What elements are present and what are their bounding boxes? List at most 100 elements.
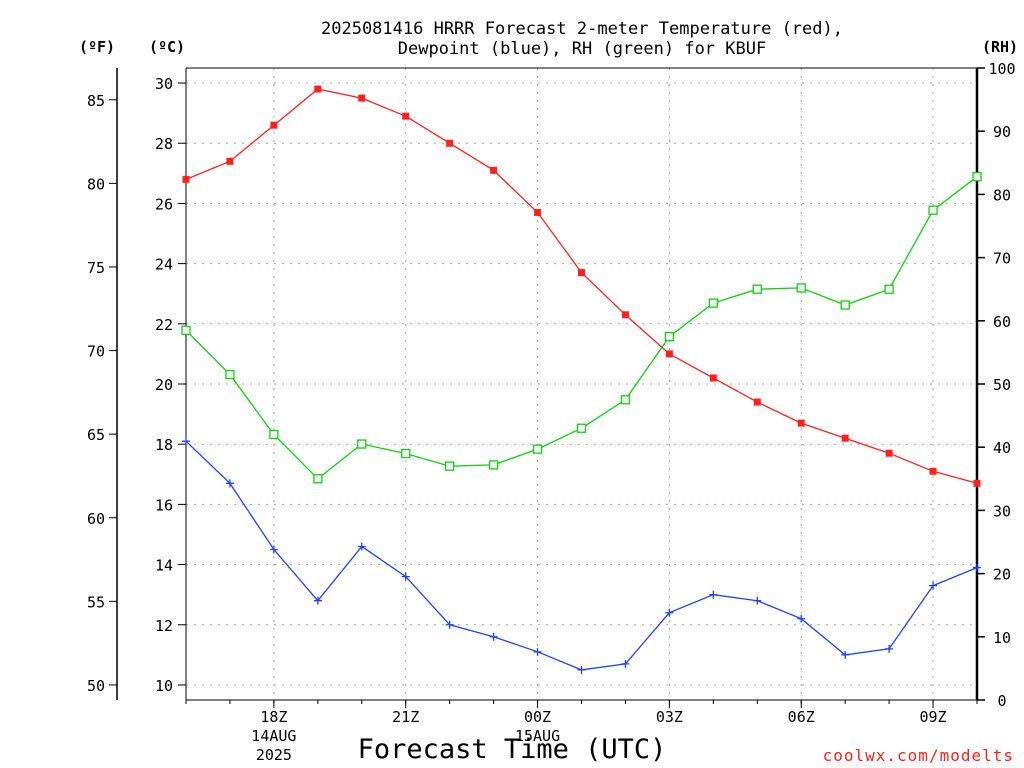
temperature-point <box>534 208 542 216</box>
dewpoint-series-line <box>185 440 978 671</box>
rh-point <box>752 284 762 294</box>
celsius-tick-label: 28 <box>155 135 173 153</box>
rh-tick-label: 80 <box>993 186 1011 204</box>
x-axis-label: Forecast Time (UTC) <box>358 734 667 765</box>
x-tick-label: 03Z <box>656 708 683 726</box>
temperature-point <box>314 85 322 93</box>
rh-tick-label: 90 <box>993 123 1011 141</box>
rh-unit-label: (RH) <box>982 38 1018 56</box>
rh-point <box>708 298 718 308</box>
celsius-tick-label: 10 <box>155 677 173 695</box>
rh-point <box>225 369 235 380</box>
dewpoint-point <box>885 644 894 653</box>
temperature-point <box>973 479 981 487</box>
chart-title-line-2: Dewpoint (blue), RH (green) for KBUF <box>398 39 766 59</box>
dewpoint-point <box>841 650 850 659</box>
rh-tick-label: 40 <box>993 439 1011 457</box>
dewpoint-point <box>929 581 938 590</box>
rh-point <box>884 284 894 294</box>
temperature-point <box>885 449 893 457</box>
rh-point <box>576 423 587 433</box>
rh-point <box>269 429 279 440</box>
dewpoint-point <box>621 659 630 668</box>
celsius-tick-label: 30 <box>155 75 173 93</box>
x-tick-label: 09Z <box>920 708 947 726</box>
dewpoint-point <box>753 596 762 605</box>
temperature-point <box>621 311 629 319</box>
rh-point <box>796 283 806 293</box>
x-tick-label: 2025 <box>256 746 292 764</box>
x-tick-label: 21Z <box>392 708 419 726</box>
chart-title-line-1: 2025081416 HRRR Forecast 2-meter Tempera… <box>321 19 843 39</box>
credit-text: coolwx.com/modelts <box>823 746 1014 765</box>
dewpoint-point <box>182 437 190 446</box>
x-tick-label: 00Z <box>524 708 551 726</box>
rh-point <box>357 439 367 449</box>
rh-point <box>401 448 411 459</box>
celsius-tick-label: 22 <box>155 316 173 334</box>
fahrenheit-tick-label: 60 <box>87 510 105 528</box>
temperature-point <box>665 350 673 358</box>
rh-tick-label: 50 <box>993 376 1011 394</box>
fahrenheit-tick-label: 65 <box>87 426 105 444</box>
rh-point <box>532 444 543 454</box>
celsius-tick-label: 20 <box>155 376 173 394</box>
rh-point <box>313 474 323 484</box>
temperature-point <box>929 467 937 475</box>
rh-point <box>972 172 982 182</box>
temperature-point <box>270 121 278 129</box>
rh-tick-label: 60 <box>993 313 1011 331</box>
rh-point <box>181 325 191 335</box>
dewpoint-point <box>489 632 498 641</box>
temperature-point <box>490 166 498 174</box>
fahrenheit-tick-label: 85 <box>87 92 105 110</box>
celsius-tick-label: 24 <box>155 256 173 274</box>
rh-point <box>840 300 850 310</box>
dewpoint-point <box>313 596 322 605</box>
temperature-point <box>226 157 234 165</box>
dewpoint-point <box>797 614 806 623</box>
fahrenheit-tick-label: 55 <box>87 593 105 611</box>
rh-tick-label: 30 <box>993 502 1011 520</box>
celsius-unit-label: (ºC) <box>149 38 185 56</box>
rh-point <box>620 395 631 405</box>
dewpoint-point <box>357 542 366 551</box>
celsius-tick-label: 18 <box>155 436 173 454</box>
tick-labels-layer: 10 12 14 16 18 20 22 24 26 28 30 50 55 60 65 70 75 80 85 0 1… <box>87 60 1016 764</box>
dewpoint-point <box>577 665 586 674</box>
rh-point <box>928 205 938 215</box>
grid-layer <box>186 68 977 700</box>
temperature-point <box>709 374 717 382</box>
series-layer <box>181 85 982 674</box>
celsius-tick-label: 14 <box>155 557 173 575</box>
rh-point <box>664 331 675 342</box>
temperature-point <box>578 269 585 277</box>
dewpoint-point <box>533 647 542 656</box>
x-tick-label: 06Z <box>788 708 815 726</box>
celsius-tick-label: 12 <box>155 617 173 635</box>
rh-tick-label: 20 <box>993 566 1011 584</box>
rh-point <box>445 461 455 471</box>
temperature-point <box>841 434 849 442</box>
dewpoint-point <box>709 590 718 599</box>
rh-tick-label: 10 <box>993 629 1011 647</box>
rh-series-line <box>185 176 978 480</box>
rh-point <box>488 460 499 470</box>
x-tick-label: 15AUG <box>515 727 560 745</box>
rh-tick-label: 0 <box>997 692 1006 710</box>
fahrenheit-unit-label: (ºF) <box>79 38 115 56</box>
dewpoint-point <box>269 545 278 554</box>
rh-tick-label: 70 <box>993 250 1011 268</box>
fahrenheit-tick-label: 70 <box>87 343 105 361</box>
dewpoint-point <box>225 479 234 488</box>
fahrenheit-tick-label: 75 <box>87 259 105 277</box>
temperature-point <box>182 175 190 183</box>
dewpoint-point <box>445 620 454 629</box>
x-tick-label: 18Z <box>260 708 287 726</box>
celsius-tick-label: 26 <box>155 195 173 213</box>
fahrenheit-tick-label: 50 <box>87 677 105 695</box>
fahrenheit-tick-label: 80 <box>87 175 105 193</box>
rh-tick-label: 100 <box>988 60 1015 78</box>
x-tick-label: 14AUG <box>251 727 296 745</box>
temperature-point <box>797 419 805 427</box>
